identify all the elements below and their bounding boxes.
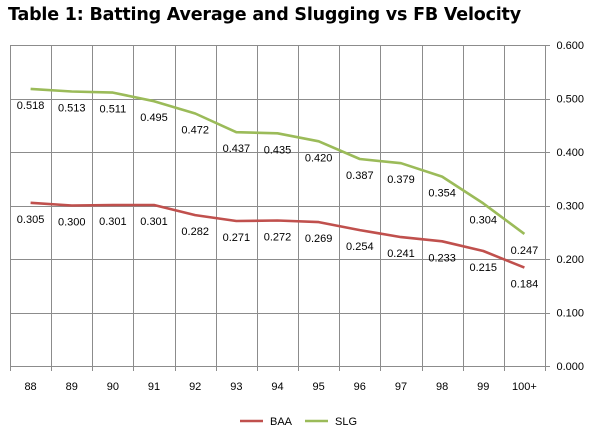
x-tick-label: 99 <box>477 381 489 393</box>
series-line-baa <box>30 201 525 269</box>
data-label-slg: 0.435 <box>264 144 292 156</box>
data-label-baa: 0.301 <box>140 216 168 228</box>
y-tick-label: 0.500 <box>556 94 584 106</box>
data-label-slg: 0.518 <box>17 100 45 112</box>
y-tick-label: 0.200 <box>556 254 584 266</box>
data-label-slg: 0.437 <box>223 143 251 155</box>
data-label-baa: 0.233 <box>428 252 456 264</box>
data-label-slg: 0.495 <box>140 112 168 124</box>
data-label-slg: 0.354 <box>428 188 456 200</box>
x-tick-label: 98 <box>436 381 448 393</box>
x-tick-label: 95 <box>313 381 325 393</box>
y-tick-label: 0.000 <box>556 361 584 373</box>
y-tick-label: 0.400 <box>556 147 584 159</box>
x-tick-label: 93 <box>230 381 242 393</box>
x-tick-label: 92 <box>189 381 201 393</box>
x-tick-label: 90 <box>107 381 119 393</box>
data-label-slg: 0.387 <box>346 170 374 182</box>
data-label-slg: 0.379 <box>387 174 415 186</box>
y-tick-label: 0.600 <box>556 40 584 52</box>
data-label-slg: 0.420 <box>305 152 333 164</box>
data-label-slg: 0.472 <box>181 124 209 136</box>
data-label-baa: 0.301 <box>99 216 127 228</box>
data-label-slg: 0.304 <box>470 214 498 226</box>
x-tick-label: 91 <box>148 381 160 393</box>
x-tick-label: 94 <box>271 381 283 393</box>
data-label-baa: 0.215 <box>470 262 498 274</box>
legend-label-baa: BAA <box>270 416 293 428</box>
data-label-slg: 0.247 <box>511 245 539 257</box>
data-label-baa: 0.272 <box>264 231 292 243</box>
chart-title: Table 1: Batting Average and Slugging vs… <box>8 5 521 25</box>
series-line-slg <box>30 87 526 235</box>
legend-label-slg: SLG <box>335 416 357 428</box>
data-label-slg: 0.511 <box>100 104 127 116</box>
data-label-baa: 0.269 <box>305 233 333 245</box>
data-label-baa: 0.184 <box>511 279 539 291</box>
y-tick-label: 0.100 <box>556 308 584 320</box>
x-tick-label: 88 <box>24 381 36 393</box>
x-tick-label: 97 <box>395 381 407 393</box>
y-tick-label: 0.300 <box>556 201 584 213</box>
data-label-slg: 0.513 <box>58 103 86 115</box>
data-label-baa: 0.241 <box>387 248 415 260</box>
x-tick-label: 100+ <box>512 381 537 393</box>
data-label-baa: 0.300 <box>58 217 86 229</box>
data-label-baa: 0.305 <box>17 214 45 226</box>
x-tick-label: 96 <box>354 381 366 393</box>
data-label-baa: 0.254 <box>346 241 374 253</box>
x-tick-label: 89 <box>66 381 78 393</box>
data-label-baa: 0.282 <box>181 226 209 238</box>
data-label-baa: 0.271 <box>223 232 251 244</box>
